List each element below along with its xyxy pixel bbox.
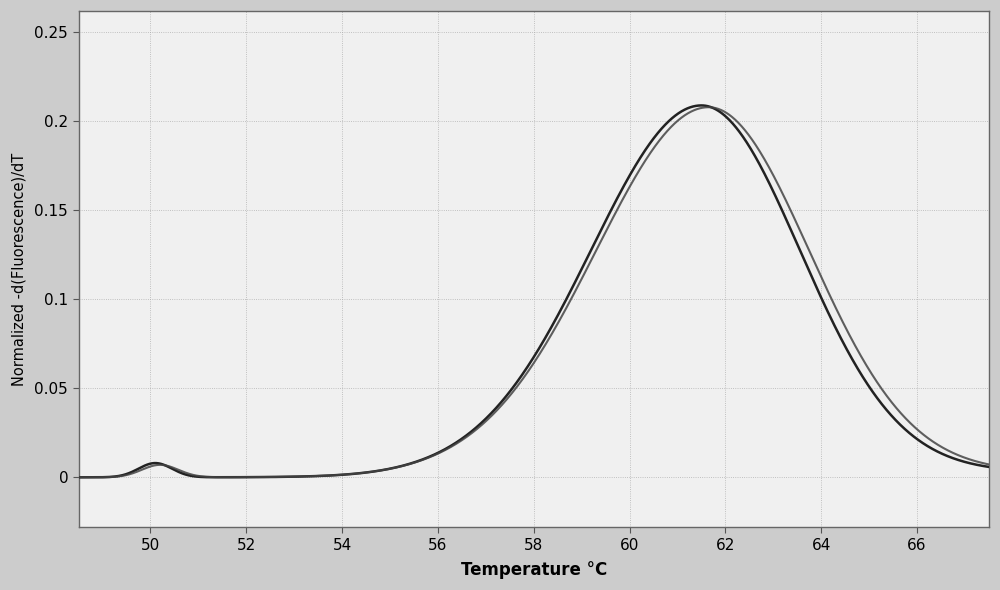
Y-axis label: Normalized -d(Fluorescence)/dT: Normalized -d(Fluorescence)/dT bbox=[11, 152, 26, 386]
X-axis label: Temperature °C: Temperature °C bbox=[461, 561, 607, 579]
